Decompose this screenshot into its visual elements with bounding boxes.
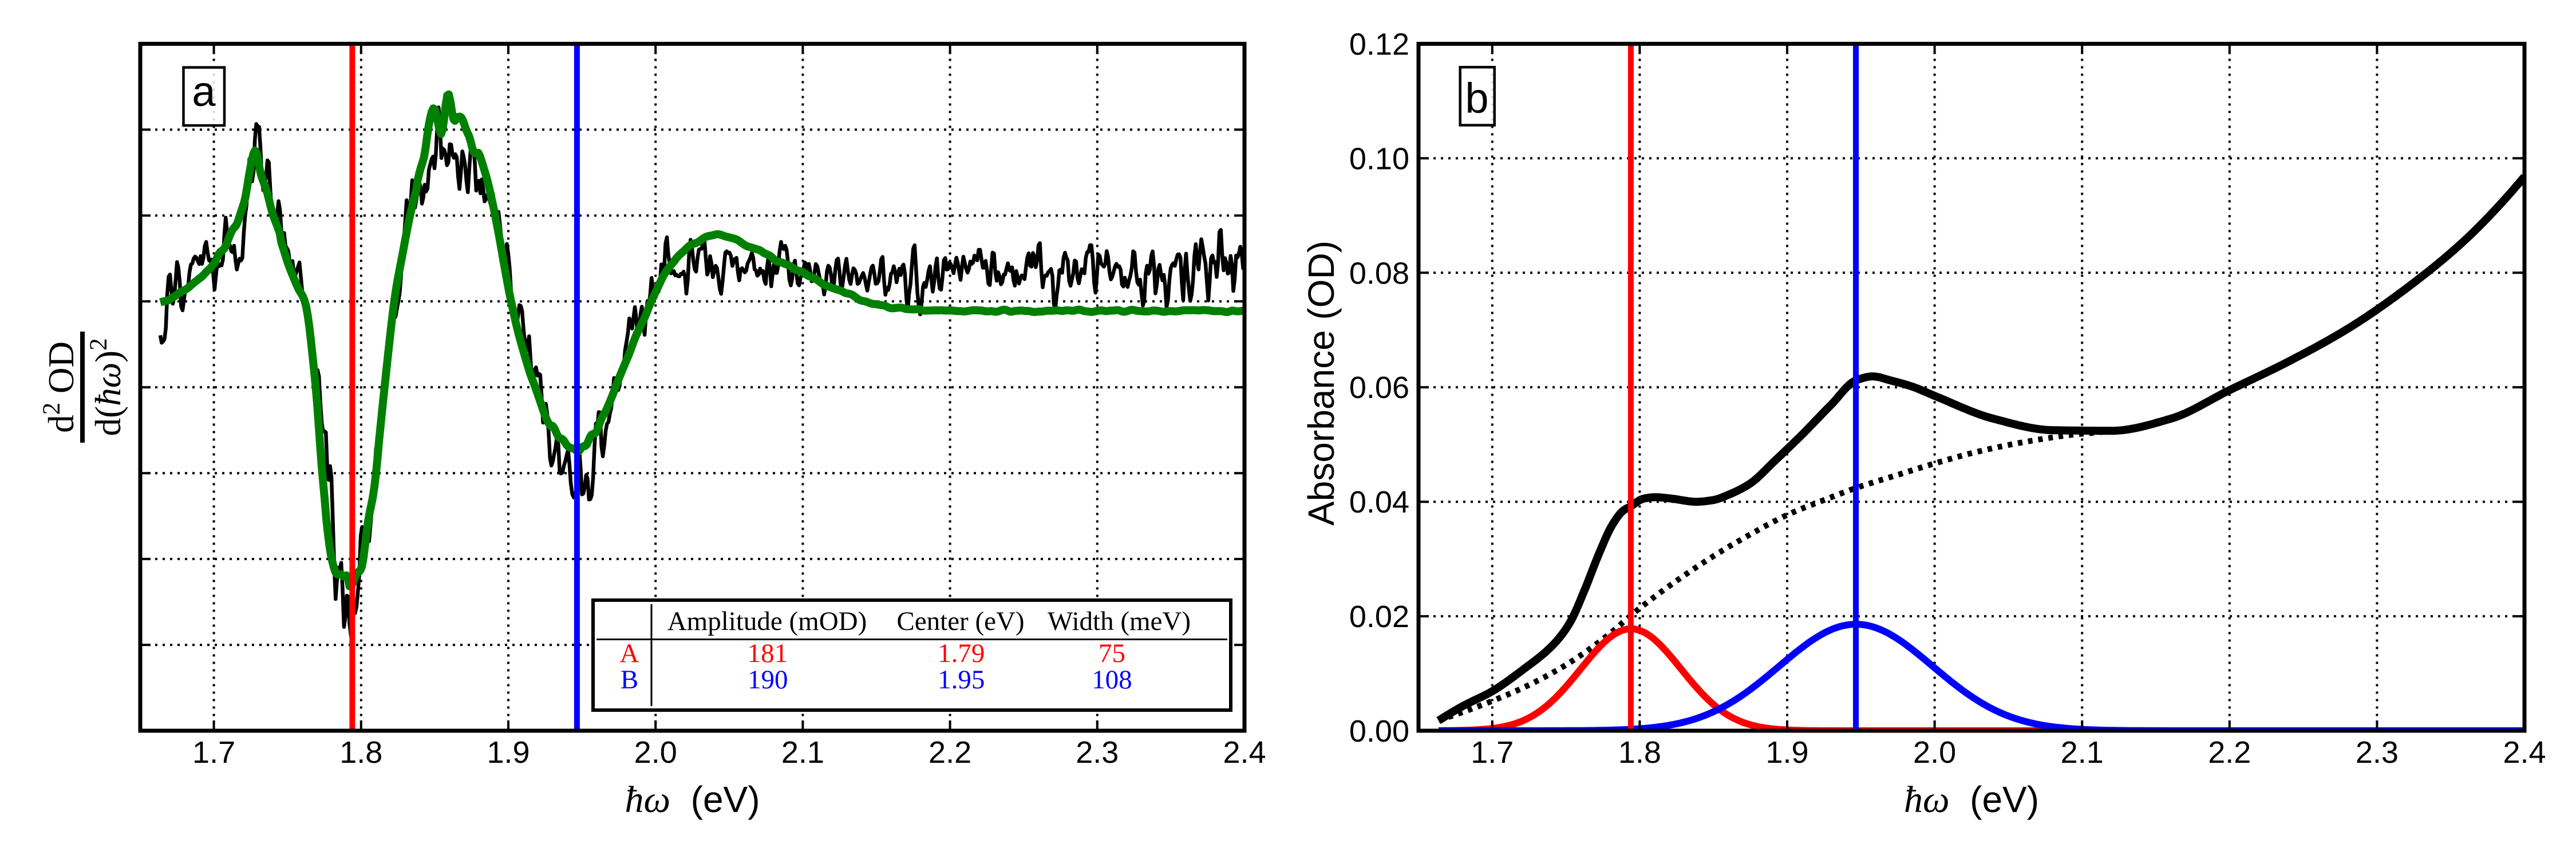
svg-text:2.0: 2.0 xyxy=(1913,735,1956,770)
svg-text:0.04: 0.04 xyxy=(1349,485,1409,519)
svg-text:0.10: 0.10 xyxy=(1349,141,1409,176)
svg-text:Width (meV): Width (meV) xyxy=(1048,606,1191,636)
svg-text:108: 108 xyxy=(1092,665,1132,695)
svg-text:0.00: 0.00 xyxy=(1349,714,1409,748)
svg-text:1.79: 1.79 xyxy=(938,639,985,668)
svg-text:2.2: 2.2 xyxy=(2208,735,2251,770)
svg-text:Absorbance (OD): Absorbance (OD) xyxy=(1301,241,1342,526)
svg-text:1.9: 1.9 xyxy=(487,735,530,770)
svg-text:Center (eV): Center (eV) xyxy=(896,606,1024,636)
svg-text:1.8: 1.8 xyxy=(1618,735,1661,770)
svg-text:ħω (eV): ħω (eV) xyxy=(1904,779,2039,821)
svg-text:0.06: 0.06 xyxy=(1349,371,1409,405)
svg-text:2.1: 2.1 xyxy=(2061,735,2104,770)
svg-text:Amplitude (mOD): Amplitude (mOD) xyxy=(667,606,867,636)
svg-text:2.0: 2.0 xyxy=(634,735,677,770)
svg-text:2.4: 2.4 xyxy=(1223,735,1266,770)
svg-text:1.7: 1.7 xyxy=(1471,735,1514,770)
svg-text:B: B xyxy=(621,665,638,695)
svg-text:2.3: 2.3 xyxy=(2356,735,2399,770)
svg-text:0.08: 0.08 xyxy=(1349,256,1409,290)
svg-text:2.3: 2.3 xyxy=(1076,735,1119,770)
svg-text:2.2: 2.2 xyxy=(929,735,971,770)
svg-text:1.7: 1.7 xyxy=(192,735,235,770)
svg-text:181: 181 xyxy=(748,639,788,668)
svg-text:75: 75 xyxy=(1099,639,1125,668)
svg-text:1.8: 1.8 xyxy=(339,735,382,770)
svg-text:d2 OD: d2 OD xyxy=(38,341,81,433)
svg-text:ħω (eV): ħω (eV) xyxy=(625,779,760,821)
svg-text:b: b xyxy=(1465,74,1488,122)
svg-text:A: A xyxy=(620,639,639,668)
svg-text:190: 190 xyxy=(748,665,788,695)
svg-text:d(ħω)2: d(ħω)2 xyxy=(85,338,128,436)
svg-text:1.95: 1.95 xyxy=(938,665,985,695)
svg-text:0.02: 0.02 xyxy=(1349,600,1409,634)
svg-text:1.9: 1.9 xyxy=(1765,735,1808,770)
svg-text:0.12: 0.12 xyxy=(1349,27,1409,62)
svg-text:2.4: 2.4 xyxy=(2503,735,2546,770)
svg-text:2.1: 2.1 xyxy=(781,735,824,770)
svg-text:a: a xyxy=(192,68,216,115)
